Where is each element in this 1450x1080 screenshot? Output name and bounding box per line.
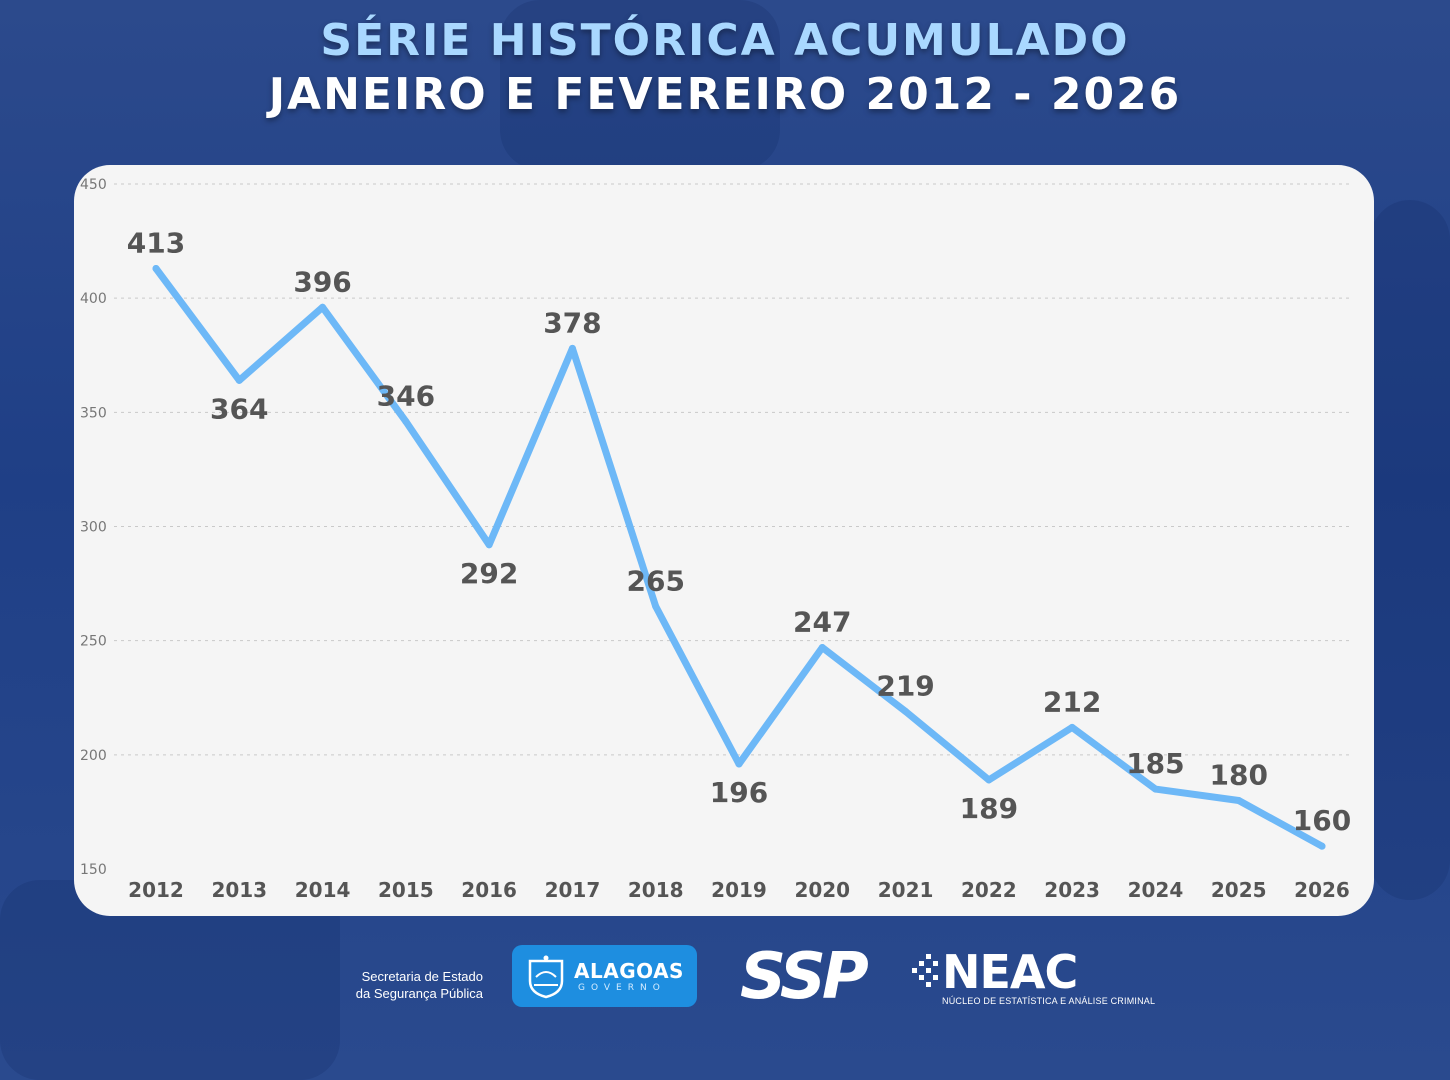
- x-tick-label: 2019: [711, 878, 767, 902]
- x-tick-label: 2024: [1128, 878, 1184, 902]
- y-tick-label: 450: [80, 177, 107, 193]
- neac-logo: NEAC NÚCLEO DE ESTATÍSTICA E ANÁLISE CRI…: [912, 945, 1155, 1012]
- data-point: [402, 417, 410, 425]
- data-label: 265: [626, 564, 684, 597]
- data-point: [1235, 797, 1243, 804]
- neac-subtitle: NÚCLEO DE ESTATÍSTICA E ANÁLISE CRIMINAL: [942, 996, 1156, 1006]
- alagoas-sub: GOVERNO: [578, 983, 666, 993]
- data-label: 196: [710, 776, 768, 809]
- y-tick-label: 150: [80, 862, 107, 878]
- y-tick-label: 350: [80, 405, 107, 421]
- data-label: 219: [876, 669, 934, 702]
- data-label: 346: [377, 379, 435, 412]
- line-chart: 150 200 250 300 350 400 450 2012 2013 2014 2015 201…: [80, 177, 1351, 902]
- x-tick-label: 2015: [378, 878, 434, 902]
- footer-logos: Secretaria de Estado da Segurança Públic…: [0, 940, 1450, 1030]
- ssp-logo: SSP: [740, 940, 869, 1014]
- x-tick-label: 2026: [1294, 878, 1350, 902]
- x-tick-label: 2021: [878, 878, 934, 902]
- data-point: [1318, 842, 1326, 850]
- x-tick-label: 2022: [961, 878, 1017, 902]
- data-label: 378: [543, 306, 601, 339]
- x-tick-label: 2023: [1044, 878, 1100, 902]
- secretaria-line-1: Secretaria de Estado: [361, 969, 483, 984]
- x-tick-label: 2020: [794, 878, 850, 902]
- y-tick-label: 400: [80, 291, 107, 307]
- title-line-1: SÉRIE HISTÓRICA ACUMULADO: [320, 15, 1130, 66]
- x-tick-label: 2016: [461, 878, 517, 902]
- data-point: [152, 264, 160, 272]
- data-label: 396: [293, 265, 351, 298]
- x-tick-label: 2014: [295, 878, 351, 902]
- x-tick-label: 2012: [128, 878, 184, 902]
- y-tick-label: 250: [80, 634, 107, 650]
- data-point: [1151, 785, 1159, 793]
- data-point: [902, 707, 910, 715]
- data-point: [1068, 723, 1076, 731]
- alagoas-governo-logo: ALAGOAS GOVERNO: [512, 945, 697, 1007]
- x-tick-label: 2013: [211, 878, 267, 902]
- data-point: [568, 344, 576, 352]
- data-point: [818, 644, 826, 652]
- background-photo-overlay: [1370, 200, 1450, 900]
- data-point: [735, 760, 743, 768]
- secretaria-line-2: da Segurança Pública: [355, 986, 483, 1001]
- y-tick-label: 300: [80, 520, 107, 536]
- data-point: [485, 541, 493, 549]
- data-label: 247: [793, 606, 851, 639]
- data-point: [319, 303, 327, 311]
- data-label: 180: [1209, 759, 1267, 792]
- data-label: 160: [1293, 804, 1351, 837]
- data-point: [235, 376, 243, 384]
- data-label: 413: [127, 226, 185, 259]
- y-tick-label: 200: [80, 748, 107, 764]
- data-label: 364: [210, 392, 268, 425]
- alagoas-name: ALAGOAS: [574, 959, 684, 983]
- data-label: 185: [1126, 747, 1184, 780]
- secretaria-label: Secretaria de Estado da Segurança Públic…: [335, 968, 483, 1002]
- data-point: [652, 602, 660, 610]
- x-tick-label: 2025: [1211, 878, 1267, 902]
- background-photo-overlay: [500, 0, 780, 170]
- data-point: [985, 776, 993, 784]
- data-label: 212: [1043, 685, 1101, 718]
- x-tick-label: 2018: [628, 878, 684, 902]
- page-title: SÉRIE HISTÓRICA ACUMULADO JANEIRO E FEVE…: [0, 14, 1450, 122]
- neac-pixel-icon: [912, 954, 938, 987]
- title-line-2: JANEIRO E FEVEREIRO 2012 - 2026: [268, 69, 1182, 120]
- data-label: 189: [960, 792, 1018, 825]
- chart-card: 150 200 250 300 350 400 450 2012 2013 2014 2015 201…: [74, 165, 1374, 916]
- alagoas-crest-icon: [528, 955, 564, 999]
- x-tick-label: 2017: [545, 878, 601, 902]
- data-label: 292: [460, 557, 518, 590]
- neac-name: NEAC: [942, 945, 1078, 999]
